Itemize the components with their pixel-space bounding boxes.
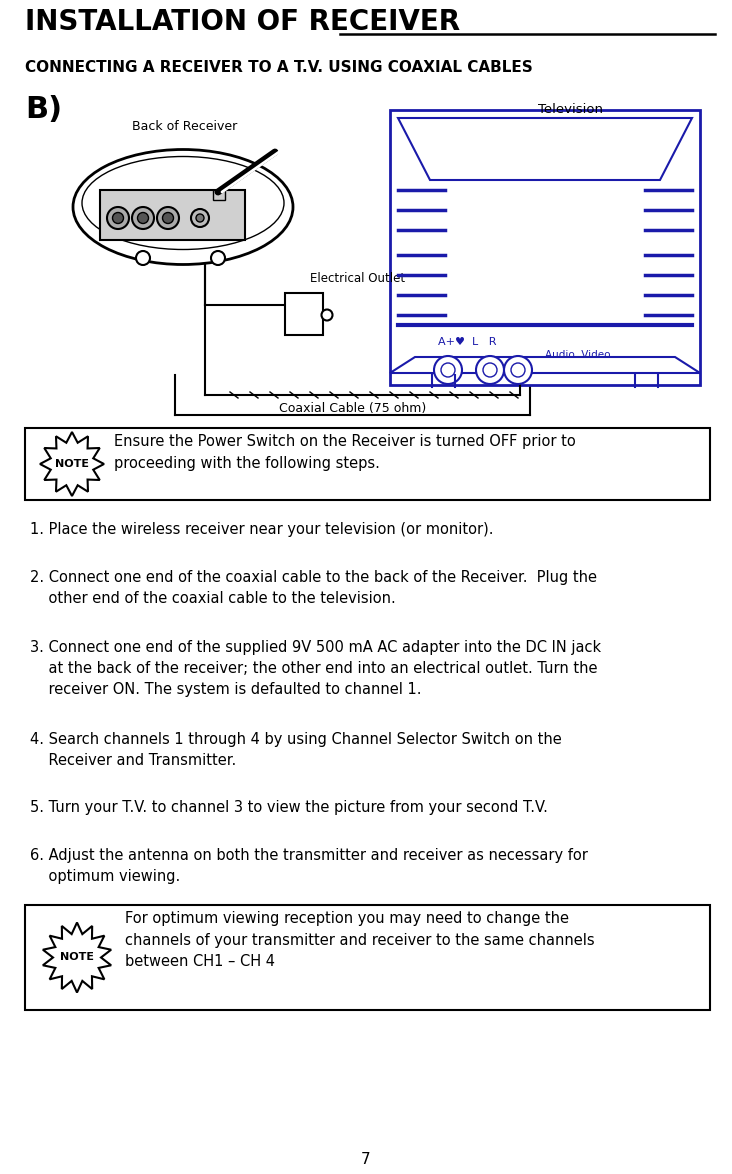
Circle shape	[434, 356, 462, 384]
Text: 3. Connect one end of the supplied 9V 500 mA AC adapter into the DC IN jack: 3. Connect one end of the supplied 9V 50…	[30, 640, 601, 655]
Circle shape	[113, 212, 124, 223]
Circle shape	[511, 363, 525, 377]
Circle shape	[476, 356, 504, 384]
Text: Coaxial Cable (75 ohm): Coaxial Cable (75 ohm)	[279, 402, 426, 414]
FancyBboxPatch shape	[390, 110, 700, 385]
Circle shape	[441, 363, 455, 377]
Circle shape	[138, 212, 149, 223]
Text: Television: Television	[537, 103, 602, 116]
Polygon shape	[43, 923, 111, 992]
FancyBboxPatch shape	[25, 905, 710, 1010]
Text: 6. Adjust the antenna on both the transmitter and receiver as necessary for: 6. Adjust the antenna on both the transm…	[30, 848, 588, 863]
Text: B): B)	[25, 95, 62, 124]
Text: 7: 7	[361, 1152, 371, 1167]
Circle shape	[191, 209, 209, 227]
Text: other end of the coaxial cable to the television.: other end of the coaxial cable to the te…	[30, 591, 396, 606]
Text: at the back of the receiver; the other end into an electrical outlet. Turn the: at the back of the receiver; the other e…	[30, 661, 597, 676]
Text: receiver ON. The system is defaulted to channel 1.: receiver ON. The system is defaulted to …	[30, 682, 422, 697]
Text: Electrical Outlet: Electrical Outlet	[310, 272, 405, 285]
Text: CONNECTING A RECEIVER TO A T.V. USING COAXIAL CABLES: CONNECTING A RECEIVER TO A T.V. USING CO…	[25, 60, 533, 75]
Polygon shape	[398, 119, 692, 180]
Circle shape	[163, 212, 173, 223]
Circle shape	[157, 207, 179, 229]
Text: For optimum viewing reception you may need to change the
channels of your transm: For optimum viewing reception you may ne…	[125, 911, 594, 970]
Text: NOTE: NOTE	[60, 952, 94, 963]
Polygon shape	[40, 432, 104, 495]
FancyBboxPatch shape	[213, 190, 225, 200]
Text: Receiver and Transmitter.: Receiver and Transmitter.	[30, 753, 236, 768]
Ellipse shape	[73, 149, 293, 264]
Text: 5. Turn your T.V. to channel 3 to view the picture from your second T.V.: 5. Turn your T.V. to channel 3 to view t…	[30, 799, 548, 815]
Text: optimum viewing.: optimum viewing.	[30, 869, 180, 884]
Circle shape	[107, 207, 129, 229]
Text: NOTE: NOTE	[55, 459, 89, 468]
Text: INSTALLATION OF RECEIVER: INSTALLATION OF RECEIVER	[25, 8, 460, 36]
Circle shape	[136, 251, 150, 265]
Text: 1. Place the wireless receiver near your television (or monitor).: 1. Place the wireless receiver near your…	[30, 522, 493, 537]
Circle shape	[132, 207, 154, 229]
Text: Audio  Video: Audio Video	[545, 350, 610, 360]
Circle shape	[483, 363, 497, 377]
Circle shape	[504, 356, 532, 384]
Text: Back of Receiver: Back of Receiver	[132, 120, 238, 133]
FancyBboxPatch shape	[25, 429, 710, 500]
Text: 2. Connect one end of the coaxial cable to the back of the Receiver.  Plug the: 2. Connect one end of the coaxial cable …	[30, 571, 597, 585]
Circle shape	[211, 251, 225, 265]
Text: 4. Search channels 1 through 4 by using Channel Selector Switch on the: 4. Search channels 1 through 4 by using …	[30, 733, 561, 747]
Ellipse shape	[82, 156, 284, 250]
Text: Ensure the Power Switch on the Receiver is turned OFF prior to
proceeding with t: Ensure the Power Switch on the Receiver …	[114, 434, 576, 471]
Circle shape	[321, 310, 332, 321]
Circle shape	[196, 214, 204, 222]
FancyBboxPatch shape	[100, 190, 245, 239]
FancyBboxPatch shape	[285, 294, 323, 335]
Text: A+♥  L   R: A+♥ L R	[438, 337, 496, 348]
